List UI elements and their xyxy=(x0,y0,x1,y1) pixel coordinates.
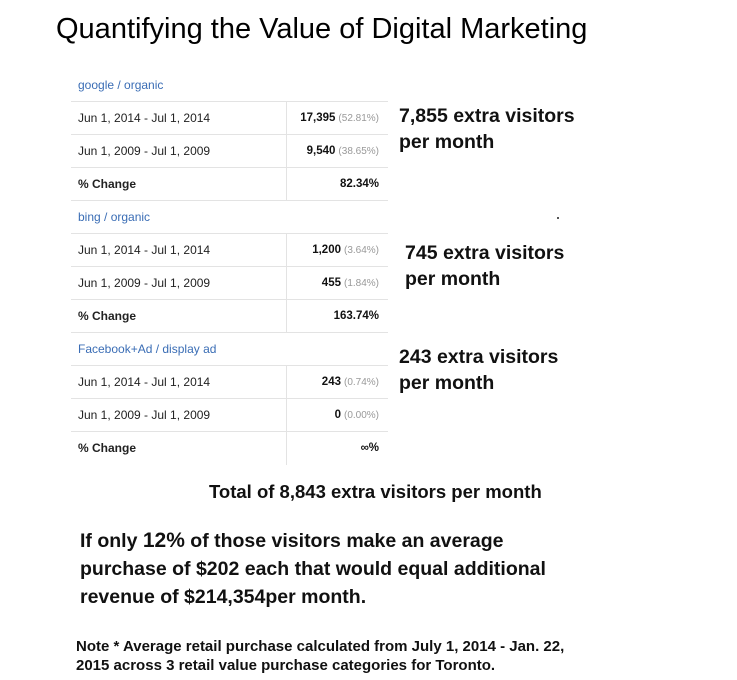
table-row: Jun 1, 2009 - Jul 1, 2009 9,540 (38.65%) xyxy=(71,135,388,168)
count-value: 17,395 xyxy=(300,112,336,124)
period-label: Jun 1, 2009 - Jul 1, 2009 xyxy=(78,144,211,158)
change-value: 163.74% xyxy=(333,310,379,322)
change-value: 82.34% xyxy=(339,178,379,190)
table-row: Jun 1, 2014 - Jul 1, 2014 1,200 (3.64%) xyxy=(71,234,388,267)
callout-google: 7,855 extra visitors per month xyxy=(399,103,575,155)
period-label: Jun 1, 2009 - Jul 1, 2009 xyxy=(78,276,211,290)
period-label: Jun 1, 2009 - Jul 1, 2009 xyxy=(78,408,211,422)
stray-dot xyxy=(557,217,559,219)
change-label: % Change xyxy=(78,441,137,455)
source-label: google / organic xyxy=(78,78,164,92)
sessions-value: 455 (1.84%) xyxy=(322,267,379,300)
callout-line: per month xyxy=(399,131,495,153)
percent-value: (1.84%) xyxy=(343,278,379,289)
sessions-value: 243 (0.74%) xyxy=(322,366,379,399)
callout-line: 7,855 extra visitors xyxy=(399,105,575,127)
footnote: Note * Average retail purchase calculate… xyxy=(76,637,564,675)
callout-line: per month xyxy=(405,268,501,290)
paragraph-line-1: If only 12% of those visitors make an av… xyxy=(80,527,546,555)
table-divider xyxy=(286,69,287,465)
table-row-source: google / organic xyxy=(71,69,388,102)
table-row-change: % Change 82.34% xyxy=(71,168,388,201)
sessions-value: 0 (0.00%) xyxy=(335,399,379,432)
table-row: Jun 1, 2014 - Jul 1, 2014 17,395 (52.81%) xyxy=(71,102,388,135)
count-value: 0 xyxy=(334,409,341,421)
callout-line: 243 extra visitors xyxy=(399,346,559,368)
table-row-change: % Change 163.74% xyxy=(71,300,388,333)
callout-bing: 745 extra visitors per month xyxy=(405,240,564,292)
sessions-value: 1,200 (3.64%) xyxy=(312,234,379,267)
sessions-value: 17,395 (52.81%) xyxy=(300,102,379,135)
total-summary: Total of 8,843 extra visitors per month xyxy=(209,481,542,502)
percent-value: (3.64%) xyxy=(343,245,379,256)
table-row: Jun 1, 2014 - Jul 1, 2014 243 (0.74%) xyxy=(71,366,388,399)
footnote-line-2: 2015 across 3 retail value purchase cate… xyxy=(76,657,496,674)
change-label: % Change xyxy=(78,309,137,323)
callout-line: 745 extra visitors xyxy=(405,242,565,264)
count-value: 243 xyxy=(321,376,341,388)
page-title: Quantifying the Value of Digital Marketi… xyxy=(56,13,588,45)
table-row-source: bing / organic xyxy=(71,201,388,234)
source-label: bing / organic xyxy=(78,210,151,224)
revenue-paragraph: If only 12% of those visitors make an av… xyxy=(80,527,546,611)
paragraph-line-3: revenue of $214,354per month. xyxy=(80,586,367,608)
count-value: 9,540 xyxy=(306,145,336,157)
change-value: ∞% xyxy=(360,442,379,454)
count-value: 455 xyxy=(321,277,341,289)
table-row: Jun 1, 2009 - Jul 1, 2009 455 (1.84%) xyxy=(71,267,388,300)
paragraph-pre: If only xyxy=(80,530,143,552)
period-label: Jun 1, 2014 - Jul 1, 2014 xyxy=(78,243,211,257)
paragraph-post: of those visitors make an average xyxy=(184,530,504,552)
percent-value: (52.81%) xyxy=(338,113,379,124)
period-label: Jun 1, 2014 - Jul 1, 2014 xyxy=(78,111,211,125)
analytics-table: google / organic Jun 1, 2014 - Jul 1, 20… xyxy=(71,69,388,465)
source-label: Facebook+Ad / display ad xyxy=(78,342,217,356)
percent-value: (0.00%) xyxy=(343,410,379,421)
conversion-percent: 12% xyxy=(142,529,185,552)
percent-value: (38.65%) xyxy=(338,146,379,157)
sessions-value: 9,540 (38.65%) xyxy=(307,135,379,168)
table-row-change: % Change ∞% xyxy=(71,432,388,465)
callout-line: per month xyxy=(399,372,495,394)
change-label: % Change xyxy=(78,177,137,191)
table-row: Jun 1, 2009 - Jul 1, 2009 0 (0.00%) xyxy=(71,399,388,432)
paragraph-line-2: purchase of $202 each that would equal a… xyxy=(80,558,546,580)
footnote-line-1: Note * Average retail purchase calculate… xyxy=(76,638,565,655)
callout-facebook: 243 extra visitors per month xyxy=(399,344,558,396)
percent-value: (0.74%) xyxy=(343,377,379,388)
period-label: Jun 1, 2014 - Jul 1, 2014 xyxy=(78,375,211,389)
table-row-source: Facebook+Ad / display ad xyxy=(71,333,388,366)
count-value: 1,200 xyxy=(312,244,341,256)
